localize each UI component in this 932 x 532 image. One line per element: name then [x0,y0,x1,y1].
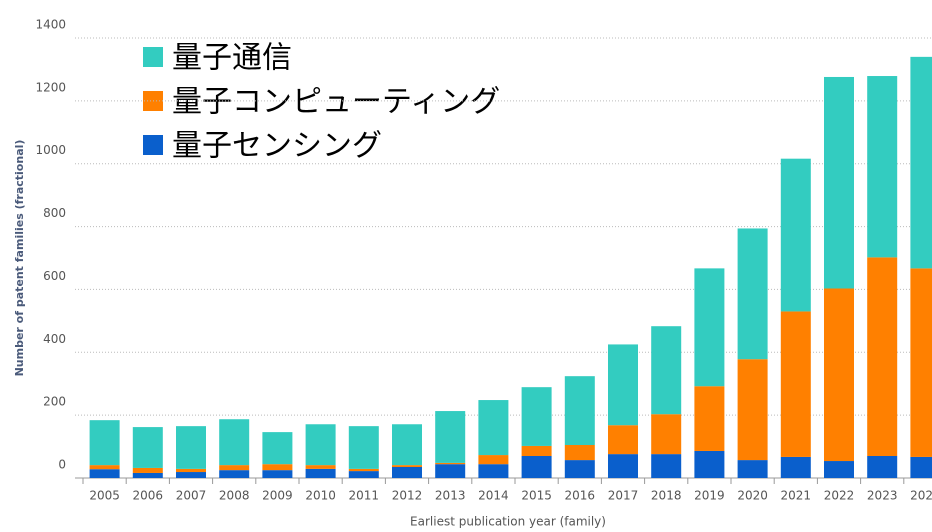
legend-label: 量子コンピューティング [172,85,500,120]
bar-segment [435,464,466,478]
bar-segment [435,462,466,465]
x-tick-label: 2021 [781,489,812,503]
bar-segment [737,359,768,461]
bar-segment [348,471,379,478]
bar-segment [694,450,725,478]
bar-segment [564,376,595,445]
bar-segment [219,419,250,466]
x-tick-label: 2005 [89,489,120,503]
x-tick-label: 2022 [824,489,855,503]
bar-segment [910,456,932,478]
bar-segment [478,400,509,456]
bar-segment [608,344,638,426]
bar-segment [910,268,932,457]
bar-segment [176,426,206,469]
bar-segment [651,326,682,415]
x-tick-label: 2020 [737,489,768,503]
bar-segment [262,464,293,471]
bar-segment [521,456,552,478]
bar-segment [521,387,552,446]
y-tick-label: 800 [43,206,66,220]
x-tick-label: 2023 [867,489,898,503]
bar-segment [824,76,854,289]
bar-segment [910,56,932,269]
bar-segment [348,426,379,469]
bar-segment [564,445,595,461]
x-tick-label: 2012 [392,489,423,503]
bar-segment [737,460,768,478]
legend-label: 量子通信 [172,41,292,76]
bar-segment [305,468,336,478]
x-axis-label: Earliest publication year (family) [410,515,606,529]
x-tick-label: 2008 [219,489,250,503]
x-tick-label: 2006 [133,489,164,503]
bar-segment [176,472,206,478]
bar-segment [564,460,595,478]
y-tick-label: 1000 [35,143,66,157]
bar-segment [305,465,336,469]
legend-swatch [143,135,163,155]
bar-segment [132,472,163,478]
bar-segment [867,257,898,456]
bar-segment [651,414,682,455]
bar-segment [132,467,163,473]
bar-segment [435,411,466,463]
bar-segment [392,467,422,478]
bar-segment [521,445,552,456]
y-tick-label: 400 [43,332,66,346]
bar-segment [694,268,725,387]
bar-segment [262,470,293,478]
bar-segment [219,470,250,478]
bar-segment [824,461,854,478]
bar-segment [737,228,768,360]
bar-segment [608,425,638,455]
y-tick-label: 1200 [35,80,66,94]
x-tick-label: 2019 [694,489,725,503]
x-tick-label: 2018 [651,489,682,503]
x-tick-label: 2013 [435,489,466,503]
y-axis-label: Number of patent families (fractional) [13,140,26,377]
y-tick-label: 200 [43,395,66,409]
bar-segment [219,465,250,471]
bar-segment [780,456,811,478]
bar-segment [867,76,898,258]
x-tick-label: 2017 [608,489,639,503]
legend-swatch [143,47,163,67]
bar-segment [348,468,379,472]
bar-segment [132,427,163,468]
y-tick-label: 0 [58,458,66,472]
bar-segment [824,288,854,462]
bar-segment [89,469,120,478]
bar-segment [651,454,682,478]
bar-segment [780,311,811,457]
bar-segment [176,468,206,473]
bar-segment [478,464,509,478]
y-tick-label: 600 [43,269,66,283]
bar-segment [89,420,120,466]
bar-segment [694,386,725,451]
y-tick-label: 1400 [35,18,66,32]
x-tick-label: 2007 [176,489,207,503]
bar-segment [89,465,120,470]
bar-segment [392,465,422,467]
x-tick-label: 2024 [910,489,932,503]
bar-segment [392,424,422,466]
x-tick-label: 2009 [262,489,293,503]
x-tick-label: 2011 [349,489,380,503]
x-tick-label: 2015 [521,489,552,503]
bar-segment [608,454,638,478]
bar-segment [780,158,811,312]
bar-segment [305,424,336,466]
bar-segment [867,456,898,478]
x-tick-label: 2014 [478,489,509,503]
bar-segment [478,455,509,465]
legend-label: 量子センシング [172,129,382,164]
bar-segment [262,432,293,465]
x-tick-label: 2016 [565,489,596,503]
x-tick-label: 2010 [305,489,336,503]
